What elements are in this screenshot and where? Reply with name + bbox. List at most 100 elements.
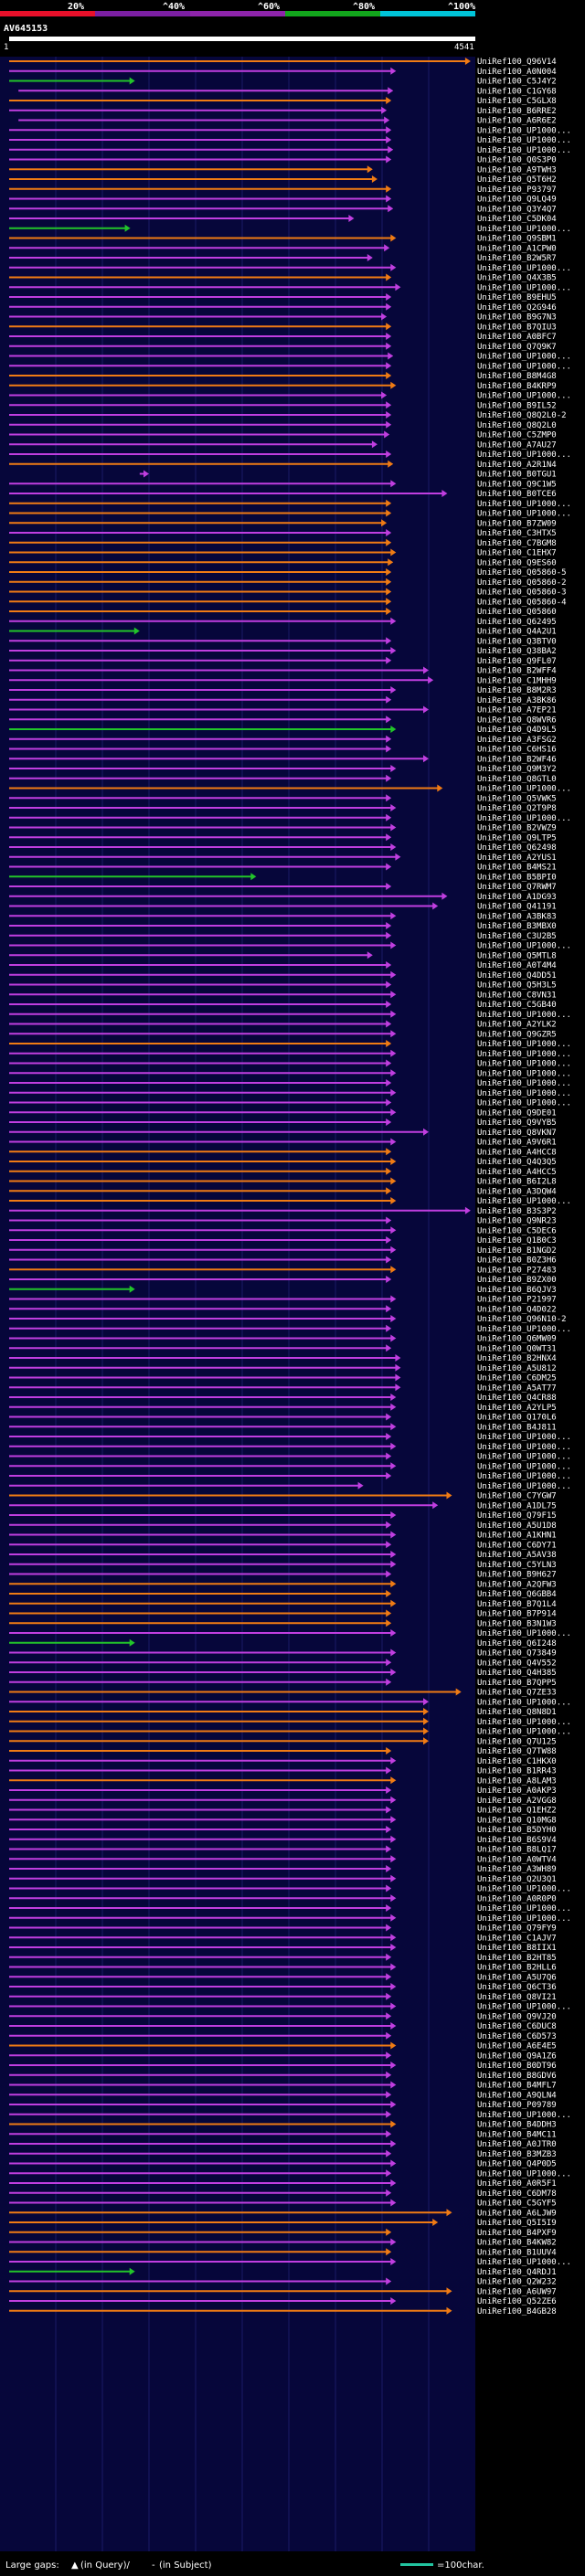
hit-row[interactable]: UniRef100_UP1000...: [9, 1481, 571, 1491]
hit-label[interactable]: UniRef100_B8M2R3: [477, 686, 557, 695]
hit-label[interactable]: UniRef100_A3FSG2: [477, 736, 557, 745]
hit-row[interactable]: UniRef100_C1GY68: [18, 87, 557, 96]
hit-label[interactable]: UniRef100_C5DK04: [477, 215, 557, 224]
hit-label[interactable]: UniRef100_B7QIU3: [477, 323, 557, 332]
hit-label[interactable]: UniRef100_C3U2B5: [477, 932, 557, 941]
hit-label[interactable]: UniRef100_Q96V14: [477, 58, 557, 67]
hit-label[interactable]: UniRef100_B4J811: [477, 1423, 557, 1432]
hit-label[interactable]: UniRef100_B2HT85: [477, 1954, 557, 1963]
hit-label[interactable]: UniRef100_UP1000...: [477, 1060, 571, 1069]
hit-label[interactable]: UniRef100_Q7U125: [477, 1737, 557, 1746]
hit-row[interactable]: UniRef100_Q05860-2: [9, 578, 567, 588]
hit-label[interactable]: UniRef100_C6DM25: [477, 1374, 557, 1383]
hit-row[interactable]: UniRef100_Q4P0D5: [9, 2159, 557, 2169]
hit-row[interactable]: UniRef100_Q7RWM7: [9, 883, 557, 892]
hit-label[interactable]: UniRef100_Q4DD51: [477, 971, 557, 981]
hit-row[interactable]: UniRef100_Q5VWK5: [9, 794, 557, 803]
hit-label[interactable]: UniRef100_Q4X3B5: [477, 274, 557, 283]
hit-row[interactable]: UniRef100_C5DEC6: [9, 1226, 557, 1235]
hit-row[interactable]: UniRef100_Q79FY9: [9, 1924, 557, 1934]
hit-row[interactable]: UniRef100_B8M4G8: [9, 372, 557, 381]
hit-label[interactable]: UniRef100_Q05860-3: [477, 588, 567, 598]
hit-label[interactable]: UniRef100_UP1000...: [477, 1482, 571, 1491]
hit-label[interactable]: UniRef100_A4HCC8: [477, 1148, 557, 1157]
hit-label[interactable]: UniRef100_A2VGG8: [477, 1797, 557, 1806]
hit-label[interactable]: UniRef100_Q8VI21: [477, 1993, 557, 2002]
hit-label[interactable]: UniRef100_Q9LQ49: [477, 196, 557, 205]
hit-row[interactable]: UniRef100_B7Q1L4: [9, 1599, 557, 1609]
hit-row[interactable]: UniRef100_Q4RDJ1: [9, 2267, 557, 2277]
hit-row[interactable]: UniRef100_C6DUC8: [9, 2022, 557, 2031]
hit-label[interactable]: UniRef100_C5GYF5: [477, 2200, 557, 2209]
hit-label[interactable]: UniRef100_Q2U3Q1: [477, 1875, 557, 1884]
hit-label[interactable]: UniRef100_Q7RWM7: [477, 883, 557, 892]
hit-label[interactable]: UniRef100_B4PXF9: [477, 2229, 557, 2238]
hit-label[interactable]: UniRef100_B2WFF4: [477, 667, 557, 676]
hit-label[interactable]: UniRef100_B5BPI0: [477, 873, 557, 882]
hit-label[interactable]: UniRef100_Q9NR23: [477, 1217, 557, 1226]
hit-label[interactable]: UniRef100_Q9VJ20: [477, 2012, 557, 2021]
hit-label[interactable]: UniRef100_Q5VWK5: [477, 794, 557, 803]
hit-label[interactable]: UniRef100_P21997: [477, 1296, 557, 1305]
hit-row[interactable]: UniRef100_C5GYF5: [9, 2199, 557, 2209]
hit-label[interactable]: UniRef100_B4DDH3: [477, 2121, 557, 2130]
hit-row[interactable]: UniRef100_Q9VJ20: [9, 2012, 557, 2021]
hit-row[interactable]: UniRef100_A2YLK2: [9, 1020, 557, 1030]
hit-label[interactable]: UniRef100_Q9SBM1: [477, 235, 557, 244]
hit-label[interactable]: UniRef100_C5YLN3: [477, 1561, 557, 1570]
hit-label[interactable]: UniRef100_A3BK86: [477, 696, 557, 705]
hit-label[interactable]: UniRef100_A2YUS1: [477, 853, 557, 863]
hit-row[interactable]: UniRef100_A9QLN4: [9, 2091, 557, 2100]
hit-row[interactable]: UniRef100_UP1000...: [9, 391, 571, 401]
hit-label[interactable]: UniRef100_A7AU27: [477, 440, 557, 450]
hit-label[interactable]: UniRef100_A0AKP3: [477, 1786, 557, 1796]
hit-label[interactable]: UniRef100_C6HS16: [477, 746, 557, 755]
hit-label[interactable]: UniRef100_UP1000...: [477, 225, 571, 234]
hit-row[interactable]: UniRef100_Q2T9P8: [9, 804, 557, 813]
hit-row[interactable]: UniRef100_A0BFC7: [9, 333, 557, 342]
hit-row[interactable]: UniRef100_Q0WT31: [9, 1344, 557, 1353]
hit-label[interactable]: UniRef100_Q9C1W5: [477, 480, 557, 489]
hit-row[interactable]: UniRef100_Q9NR23: [9, 1216, 557, 1226]
hit-row[interactable]: UniRef100_Q96N10-2: [9, 1315, 567, 1324]
hit-row[interactable]: UniRef100_A3FSG2: [9, 735, 557, 745]
hit-row[interactable]: UniRef100_B8LQ17: [9, 1845, 557, 1855]
hit-label[interactable]: UniRef100_Q79F15: [477, 1511, 557, 1521]
hit-row[interactable]: UniRef100_B4DDH3: [9, 2120, 557, 2130]
hit-label[interactable]: UniRef100_B0TGU1: [477, 471, 557, 480]
hit-row[interactable]: UniRef100_Q8Q2L0: [9, 420, 557, 430]
hit-label[interactable]: UniRef100_UP1000...: [477, 1698, 571, 1707]
hit-label[interactable]: UniRef100_Q6MW09: [477, 1335, 557, 1344]
hit-label[interactable]: UniRef100_Q6CT36: [477, 1983, 557, 1992]
hit-row[interactable]: UniRef100_B9G7N3: [9, 313, 557, 323]
hit-row[interactable]: UniRef100_B3MZB3: [9, 2149, 557, 2159]
hit-label[interactable]: UniRef100_C6DUC8: [477, 2022, 557, 2031]
hit-row[interactable]: UniRef100_Q4Q3Q5: [9, 1158, 557, 1167]
hit-row[interactable]: UniRef100_Q8VI21: [9, 1992, 557, 2002]
hit-row[interactable]: UniRef100_UP1000...: [9, 2002, 571, 2012]
hit-row[interactable]: UniRef100_Q5MTL8: [9, 951, 557, 960]
hit-row[interactable]: UniRef100_B0DT96: [9, 2062, 557, 2071]
hit-row[interactable]: UniRef100_A8LAM3: [9, 1776, 557, 1786]
hit-label[interactable]: UniRef100_A7EP21: [477, 706, 557, 716]
hit-label[interactable]: UniRef100_Q2T9P8: [477, 804, 557, 813]
hit-row[interactable]: UniRef100_A2QFW3: [9, 1580, 557, 1589]
hit-row[interactable]: UniRef100_C1EHX7: [9, 548, 557, 558]
hit-row[interactable]: UniRef100_Q9GZR5: [9, 1030, 557, 1039]
hit-row[interactable]: UniRef100_UP1000...: [9, 941, 571, 951]
hit-row[interactable]: UniRef100_Q3Y4Q7: [9, 205, 557, 214]
hit-row[interactable]: UniRef100_C6DM78: [9, 2189, 557, 2199]
hit-row[interactable]: UniRef100_C1AJV7: [9, 1934, 557, 1943]
hit-row[interactable]: UniRef100_B6S9V4: [9, 1835, 557, 1845]
hit-row[interactable]: UniRef100_UP1000...: [9, 1462, 571, 1471]
hit-row[interactable]: UniRef100_Q62498: [9, 843, 557, 853]
hit-label[interactable]: UniRef100_C5ZMP0: [477, 431, 557, 440]
hit-row[interactable]: UniRef100_C3U2B5: [9, 931, 557, 941]
hit-row[interactable]: UniRef100_C7BGM8: [9, 538, 557, 548]
hit-row[interactable]: UniRef100_Q8GTL0: [9, 774, 557, 784]
hit-label[interactable]: UniRef100_B6I2L8: [477, 1178, 557, 1187]
hit-label[interactable]: UniRef100_C7BGM8: [477, 539, 557, 548]
hit-label[interactable]: UniRef100_B4KW82: [477, 2239, 557, 2248]
hit-row[interactable]: UniRef100_B1NGD2: [9, 1246, 557, 1256]
hit-row[interactable]: UniRef100_Q8N8D1: [9, 1708, 557, 1717]
